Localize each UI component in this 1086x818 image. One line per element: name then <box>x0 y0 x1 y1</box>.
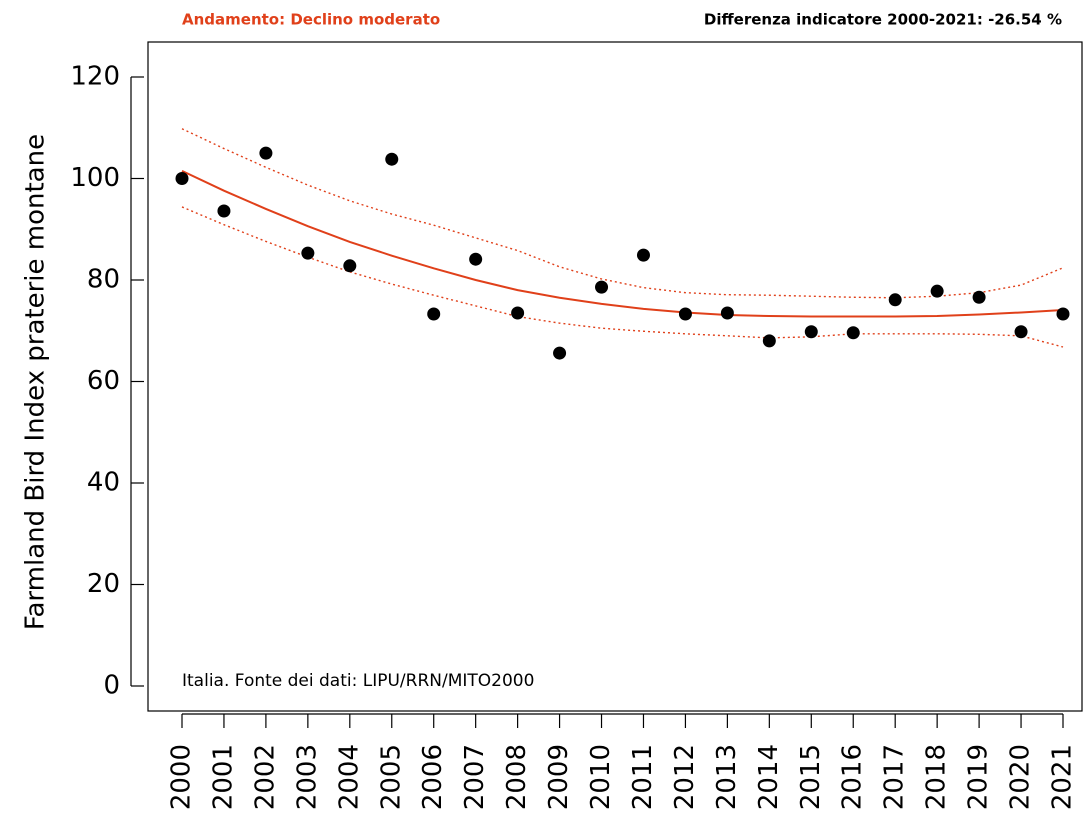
point <box>930 284 944 298</box>
point <box>427 307 441 321</box>
x-tick-label: 2014 <box>754 744 784 810</box>
point <box>678 307 692 321</box>
plot-frame <box>147 41 1083 712</box>
point <box>553 346 567 360</box>
x-tick-label: 2011 <box>628 744 658 810</box>
point <box>888 293 902 307</box>
point <box>259 146 273 160</box>
x-tick-label: 2010 <box>586 744 616 810</box>
confidence-upper <box>181 128 1064 299</box>
x-tick-label: 2015 <box>796 744 826 810</box>
point <box>301 246 315 260</box>
x-tick-label: 2004 <box>334 744 364 810</box>
point <box>175 172 189 185</box>
x-tick-label: 2019 <box>964 744 994 810</box>
y-tick-label: 60 <box>87 366 120 396</box>
x-tick-label: 2008 <box>502 744 532 810</box>
x-tick-label: 2009 <box>544 744 574 810</box>
point <box>1056 307 1070 321</box>
y-tick-label: 0 <box>103 671 120 701</box>
y-tick-label: 120 <box>70 62 120 92</box>
x-tick-label: 2021 <box>1048 744 1078 810</box>
point <box>846 326 860 340</box>
chart-title: Andamento: Declino moderato <box>182 11 440 29</box>
annotation: Italia. Fonte dei dati: LIPU/RRN/MITO200… <box>182 671 534 691</box>
x-tick-label: 2002 <box>250 744 280 810</box>
x-tick-label: 2001 <box>208 744 238 810</box>
y-axis-label: Farmland Bird Index praterie montane <box>21 134 51 630</box>
y-tick-label: 100 <box>70 163 120 193</box>
y-tick-label: 20 <box>87 569 120 599</box>
point <box>217 204 231 218</box>
point <box>762 334 776 348</box>
x-tick-label: 2020 <box>1006 744 1036 810</box>
point <box>972 290 986 304</box>
point <box>385 152 399 166</box>
x-tick-label: 2003 <box>292 744 322 810</box>
x-tick-label: 2000 <box>167 744 197 810</box>
x-tick-label: 2007 <box>460 744 490 810</box>
point <box>1014 325 1028 339</box>
x-tick-label: 2012 <box>670 744 700 810</box>
x-tick-label: 2017 <box>880 744 910 810</box>
x-tick-label: 2005 <box>376 744 406 810</box>
point <box>720 306 734 320</box>
point <box>511 306 525 320</box>
x-tick-label: 2018 <box>922 744 952 810</box>
chart-subtitle: Differenza indicatore 2000-2021: -26.54 … <box>704 11 1062 29</box>
x-tick-label: 2013 <box>712 744 742 810</box>
y-tick-label: 80 <box>87 265 120 295</box>
point <box>343 259 357 273</box>
point <box>469 252 483 266</box>
trend-line <box>181 169 1064 318</box>
point <box>804 325 818 339</box>
point <box>595 280 609 294</box>
y-tick-label: 40 <box>87 468 120 498</box>
point <box>636 248 650 262</box>
x-tick-label: 2016 <box>838 744 868 810</box>
x-tick-label: 2006 <box>418 744 448 810</box>
